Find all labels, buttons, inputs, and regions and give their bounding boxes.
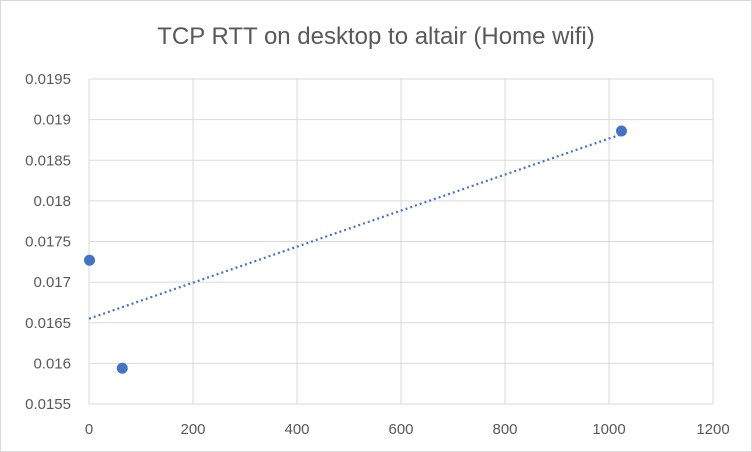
y-tick-label: 0.0185: [25, 152, 71, 169]
y-tick-label: 0.0195: [25, 71, 71, 88]
y-tick-label: 0.0165: [25, 315, 71, 332]
y-tick-label: 0.018: [33, 193, 71, 210]
x-tick-label: 0: [85, 421, 93, 438]
data-point: [84, 254, 96, 266]
y-tick-label: 0.016: [33, 355, 71, 372]
x-tick-label: 200: [180, 421, 205, 438]
y-tick-label: 0.019: [33, 112, 71, 129]
chart-title: TCP RTT on desktop to altair (Home wifi): [157, 23, 595, 50]
x-tick-label: 400: [284, 421, 309, 438]
data-point: [615, 125, 627, 137]
x-tick-label: 600: [388, 421, 413, 438]
data-point: [116, 362, 128, 374]
x-tick-label: 1000: [592, 421, 625, 438]
y-tick-label: 0.0155: [25, 396, 71, 413]
trendline: [88, 133, 622, 320]
y-tick-label: 0.017: [33, 274, 71, 291]
x-tick-label: 800: [492, 421, 517, 438]
x-tick-label: 1200: [696, 421, 729, 438]
y-tick-label: 0.0175: [25, 234, 71, 251]
